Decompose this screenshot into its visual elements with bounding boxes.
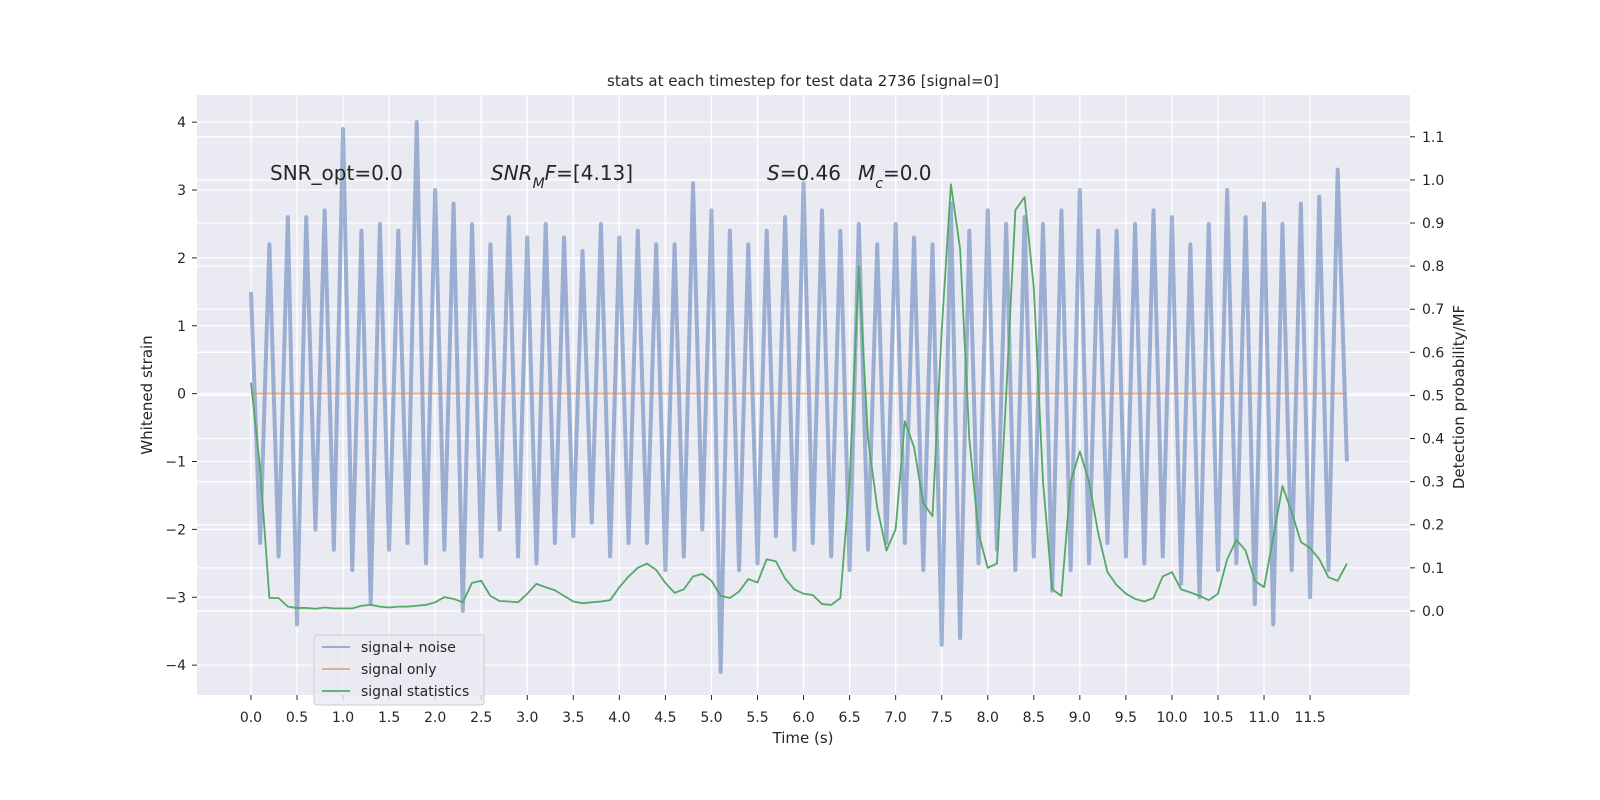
annotation-segment: =0.46 xyxy=(780,161,841,185)
annotation-segment: S xyxy=(767,161,780,185)
legend-label: signal only xyxy=(361,662,436,678)
lines xyxy=(248,120,1349,674)
annotation-segment: M xyxy=(533,176,545,192)
x-tick-label: 8.5 xyxy=(1023,710,1045,726)
y2-tick-label: 0.3 xyxy=(1422,475,1444,491)
x-tick-label: 6.5 xyxy=(838,710,860,726)
y2-tick-label: 1.1 xyxy=(1422,130,1444,146)
series-line xyxy=(250,183,1348,610)
x-tick-label: 11.5 xyxy=(1294,710,1325,726)
y2-tick-label: 0.4 xyxy=(1422,432,1444,448)
annotation: SNR_opt=0.0 xyxy=(270,161,403,185)
y-tick-label: 1 xyxy=(177,319,186,335)
legend-label: signal statistics xyxy=(361,684,469,700)
x-tick-label: 9.0 xyxy=(1069,710,1091,726)
x-tick-label: 3.5 xyxy=(562,710,584,726)
x-tick-label: 11.0 xyxy=(1248,710,1279,726)
y2-tick-label: 0.0 xyxy=(1422,604,1444,620)
legend-label: signal+ noise xyxy=(361,640,456,656)
x-tick-label: 7.0 xyxy=(885,710,907,726)
annotation-segment: SNR xyxy=(491,161,533,185)
x-tick-label: 3.0 xyxy=(516,710,538,726)
x-tick-label: 10.5 xyxy=(1202,710,1233,726)
x-tick-label: 5.5 xyxy=(746,710,768,726)
x-tick-label: 6.0 xyxy=(792,710,814,726)
annotation: S=0.46 xyxy=(767,161,841,185)
x-tick-label: 2.5 xyxy=(470,710,492,726)
x-tick-label: 1.0 xyxy=(332,710,354,726)
y-tick-label: 2 xyxy=(177,251,186,267)
y2-tick-label: 1.0 xyxy=(1422,173,1444,189)
x-tick-label: 8.0 xyxy=(977,710,999,726)
y2-axis-label: Detection probability/MF xyxy=(1450,305,1468,489)
annotation-segment: =[4.13] xyxy=(556,161,633,185)
x-tick-label: 0.0 xyxy=(240,710,262,726)
x-tick-label: 9.5 xyxy=(1115,710,1137,726)
y-tick-label: −1 xyxy=(165,455,186,471)
y-tick-label: 3 xyxy=(177,183,186,199)
annotation-segment: M xyxy=(858,161,875,185)
y2-tick-label: 0.7 xyxy=(1422,302,1444,318)
grid: 0.0 0.5 1.0 1.5 2.0 2.5 3.0 3.5 4.0 4.5 5.0 5.5 6.0 6… xyxy=(165,95,1444,726)
x-tick-label: 4.0 xyxy=(608,710,630,726)
y2-tick-label: 0.2 xyxy=(1422,518,1444,534)
x-tick-label: 4.5 xyxy=(654,710,676,726)
series-line xyxy=(248,120,1349,674)
annotations: SNR_opt=0.0 SNRMF=[4.13] S=0.46 Mc=0.0 xyxy=(270,161,932,192)
y2-tick-label: 0.6 xyxy=(1422,345,1444,361)
y-tick-label: −2 xyxy=(165,522,186,538)
y-tick-label: −4 xyxy=(165,658,186,674)
legend: signal+ noise signal only signal statistic… xyxy=(313,634,485,706)
y2-tick-label: 0.5 xyxy=(1422,388,1444,404)
x-axis-label: Time (s) xyxy=(772,729,834,747)
annotation: SNRMF=[4.13] xyxy=(491,161,633,192)
annotation-segment: F xyxy=(545,161,557,185)
y-tick-label: 4 xyxy=(177,115,186,131)
y2-tick-label: 0.9 xyxy=(1422,216,1444,232)
annotation-segment: c xyxy=(875,176,883,192)
x-tick-label: 10.0 xyxy=(1156,710,1187,726)
legend-box xyxy=(313,634,485,706)
x-tick-label: 2.0 xyxy=(424,710,446,726)
annotation-segment: =0.0 xyxy=(883,161,932,185)
x-tick-label: 0.5 xyxy=(286,710,308,726)
y-axis-label: Whitened strain xyxy=(138,335,156,454)
y2-tick-label: 0.1 xyxy=(1422,561,1444,577)
x-tick-label: 7.5 xyxy=(931,710,953,726)
x-tick-label: 1.5 xyxy=(378,710,400,726)
y-tick-label: 0 xyxy=(177,387,186,403)
y2-tick-label: 0.8 xyxy=(1422,259,1444,275)
x-tick-label: 5.0 xyxy=(700,710,722,726)
annotation-segment: SNR_opt=0.0 xyxy=(270,161,403,185)
annotation: Mc=0.0 xyxy=(858,161,932,192)
chart-title: stats at each timestep for test data 273… xyxy=(607,72,999,90)
y-tick-label: −3 xyxy=(165,590,186,606)
